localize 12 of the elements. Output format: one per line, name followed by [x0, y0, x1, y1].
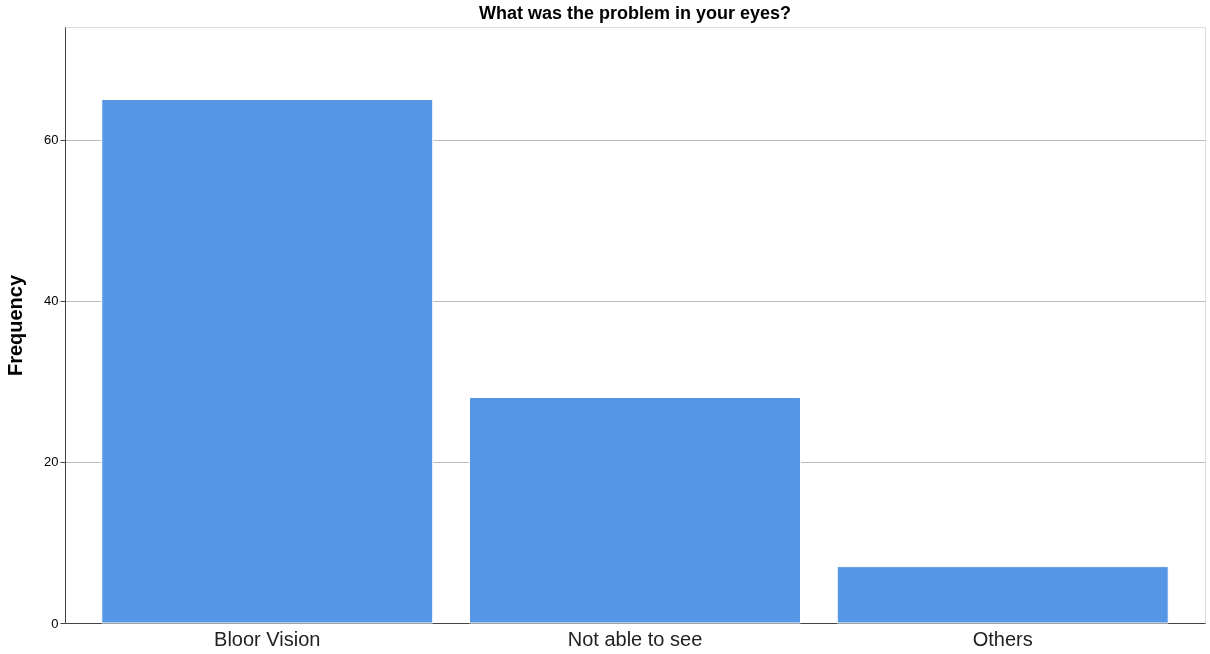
bar — [469, 396, 801, 624]
x-tick-label: Bloor Vision — [214, 627, 321, 650]
y-tick-label: 0 — [51, 615, 59, 631]
chart-title: What was the problem in your eyes? — [478, 3, 792, 23]
y-tick-label: 60 — [44, 132, 59, 148]
x-tick-label: Others — [972, 627, 1033, 650]
y-tick-label: 20 — [44, 454, 59, 470]
bar — [836, 566, 1169, 624]
y-tick-label: 40 — [44, 293, 59, 309]
y-axis-title: Frequency — [4, 274, 27, 377]
bar — [101, 98, 434, 624]
x-tick-label: Not able to see — [567, 627, 703, 650]
